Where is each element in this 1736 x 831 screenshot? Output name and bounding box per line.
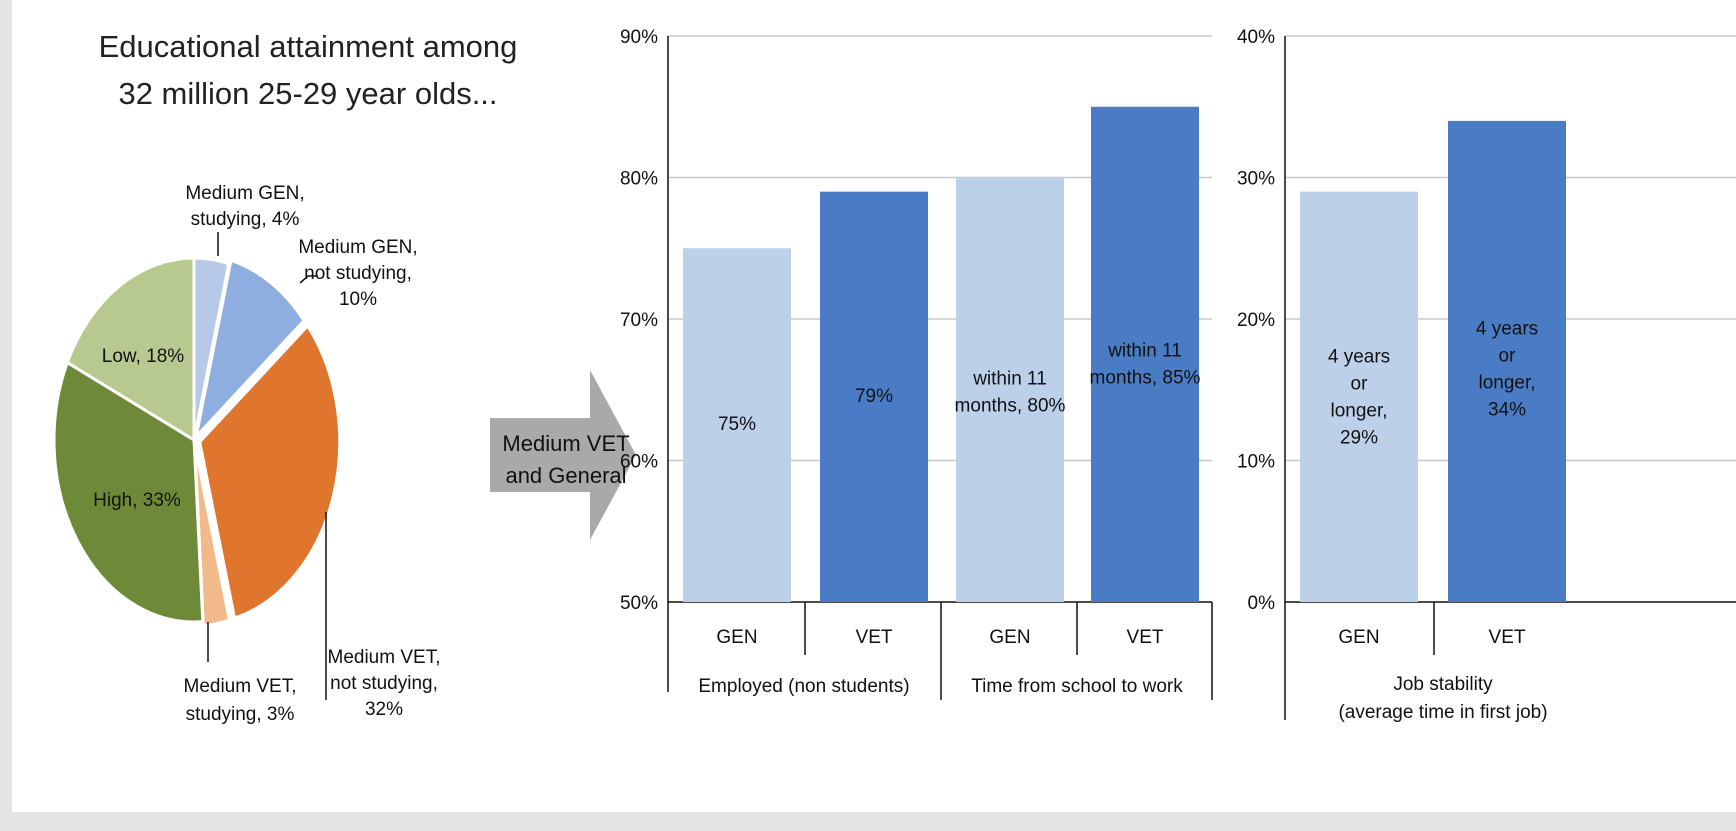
bar-data-label-1-line-0: 4 years bbox=[1476, 319, 1538, 340]
y-tick-label-4: 0% bbox=[1248, 593, 1276, 614]
x-tick-label-1: VET bbox=[1489, 627, 1526, 648]
y-tick-label-4: 50% bbox=[620, 593, 658, 614]
pie-title-line1: Educational attainment among bbox=[99, 29, 518, 64]
x-tick-label-0: GEN bbox=[1338, 627, 1379, 648]
bar-1 bbox=[820, 191, 928, 602]
y-tick-label-0: 90% bbox=[620, 27, 658, 48]
bar-data-label-1-line-0: 79% bbox=[855, 386, 893, 407]
group-label-job-stability-line-1: (average time in first job) bbox=[1338, 702, 1547, 723]
pie-labels: Medium GEN, studying, 4% Medium GEN, not st… bbox=[93, 183, 440, 725]
pie-label-1-line-1: not studying, bbox=[304, 263, 412, 284]
y-tick-label-2: 70% bbox=[620, 310, 658, 331]
bar-0 bbox=[1300, 191, 1418, 602]
bar-data-label-1-line-3: 34% bbox=[1488, 400, 1526, 421]
pie-slice-1 bbox=[193, 258, 306, 442]
pie-label-0-line-0: Medium GEN, bbox=[185, 183, 304, 204]
pie-chart bbox=[52, 256, 342, 628]
bar-1 bbox=[1448, 120, 1566, 603]
x-tick-label-2: GEN bbox=[989, 627, 1030, 648]
y-tick-label-0: 40% bbox=[1237, 27, 1275, 48]
pie-label-2-line-0: Medium VET, bbox=[328, 647, 441, 668]
bar-data-label-0-line-0: 4 years bbox=[1328, 347, 1390, 368]
bar-chart-job-stability: 40% 30% 20% 10% 0% 4 years or longer, 29% GEN 4 ye… bbox=[1237, 27, 1736, 723]
x-tick-label-1: VET bbox=[856, 627, 893, 648]
bar-data-label-1-line-1: or bbox=[1499, 346, 1517, 367]
bar-data-label-3-line-0: within 11 bbox=[1107, 341, 1182, 362]
pie-label-2-line-1: not studying, bbox=[330, 673, 438, 694]
pie-slice-5 bbox=[65, 256, 196, 443]
pie-title-line2: 32 million 25-29 year olds... bbox=[118, 76, 497, 111]
y-tick-label-3: 60% bbox=[620, 452, 658, 473]
pie-label-1-line-2: 10% bbox=[339, 289, 377, 310]
arrow-shape bbox=[490, 370, 636, 540]
group-label-time-to-work: Time from school to work bbox=[971, 676, 1183, 697]
bar-2 bbox=[956, 177, 1064, 602]
pie-label-5-line-0: Low, 18% bbox=[102, 346, 184, 367]
bar-chart-employment: 90% 80% 70% 60% 50% 75% GEN 79% VET within 11 mont… bbox=[620, 27, 1213, 700]
x-tick-label-3: VET bbox=[1127, 627, 1164, 648]
x-tick-label-0: GEN bbox=[716, 627, 757, 648]
pie-slice-2 bbox=[198, 323, 342, 621]
bar-data-label-2-line-0: within 11 bbox=[972, 369, 1047, 390]
pie-label-4-line-0: High, 33% bbox=[93, 490, 181, 511]
bar-data-label-3-line-1: months, 85% bbox=[1090, 368, 1201, 389]
y-tick-label-3: 10% bbox=[1237, 452, 1275, 473]
pie-label-3-line-1: studying, 3% bbox=[186, 704, 295, 725]
y-tick-label-1: 30% bbox=[1237, 169, 1275, 190]
arrow-label-line2: and General bbox=[505, 463, 626, 488]
bar-data-label-1-line-2: longer, bbox=[1478, 373, 1535, 394]
pie-slice-4 bbox=[52, 360, 205, 624]
leader-line-1 bbox=[299, 275, 318, 284]
bar-data-label-0-line-0: 75% bbox=[718, 414, 756, 435]
pie-label-3-line-0: Medium VET, bbox=[184, 676, 297, 697]
y-tick-label-1: 80% bbox=[620, 169, 658, 190]
pie-label-2-line-2: 32% bbox=[365, 699, 403, 720]
pie-label-1-line-0: Medium GEN, bbox=[298, 237, 417, 258]
bar-data-label-0-line-3: 29% bbox=[1340, 428, 1378, 449]
pie-slice-3 bbox=[193, 443, 232, 628]
bar-0 bbox=[683, 248, 791, 602]
bar-data-label-0-line-1: or bbox=[1351, 374, 1369, 395]
y-tick-label-2: 20% bbox=[1237, 310, 1275, 331]
bar-data-label-0-line-2: longer, bbox=[1330, 401, 1387, 422]
group-label-employed: Employed (non students) bbox=[698, 676, 909, 697]
pie-label-0-line-1: studying, 4% bbox=[191, 209, 300, 230]
bar-data-label-2-line-1: months, 80% bbox=[955, 396, 1066, 417]
group-label-job-stability-line-0: Job stability bbox=[1393, 674, 1493, 695]
arrow-label-line1: Medium VET bbox=[502, 431, 629, 456]
bar-3 bbox=[1091, 106, 1199, 602]
